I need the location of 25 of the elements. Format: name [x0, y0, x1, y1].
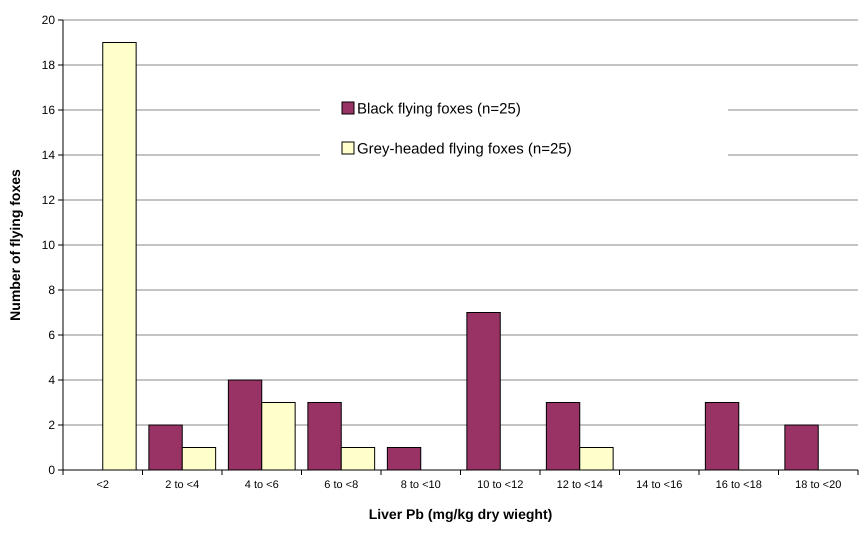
y-tick-label: 14 [42, 148, 56, 162]
x-tick-label: 2 to <4 [165, 479, 200, 491]
y-tick-label: 20 [42, 13, 56, 28]
x-tick-label: 8 to <10 [400, 479, 441, 491]
y-tick-label: 0 [48, 463, 56, 478]
y-tick-label: 18 [42, 58, 56, 72]
x-tick-label: 18 to <20 [795, 479, 842, 491]
x-tick-label: 14 to <16 [636, 479, 682, 491]
y-tick-label: 4 [48, 373, 56, 388]
y-axis-title: Number of flying foxes [7, 168, 23, 321]
x-tick-label: 6 to <8 [324, 479, 358, 491]
legend-label: Grey-headed flying foxes (n=25) [357, 140, 572, 158]
x-tick-label: 16 to <18 [716, 479, 762, 491]
legend-label: Black flying foxes (n=25) [357, 100, 521, 118]
x-tick-label: <2 [96, 479, 110, 491]
y-tick-label: 12 [42, 193, 56, 208]
y-tick-label: 6 [48, 328, 56, 342]
y-tick-label: 16 [42, 103, 56, 118]
y-tick-label: 10 [42, 238, 56, 252]
x-tick-label: 4 to <6 [244, 479, 279, 491]
y-tick-label: 2 [48, 418, 56, 432]
x-tick-label: 10 to <12 [477, 479, 524, 491]
x-axis-title: Liver Pb (mg/kg dry wieght) [368, 506, 552, 522]
y-tick-label: 8 [48, 283, 56, 298]
x-tick-label: 12 to <14 [556, 479, 603, 491]
